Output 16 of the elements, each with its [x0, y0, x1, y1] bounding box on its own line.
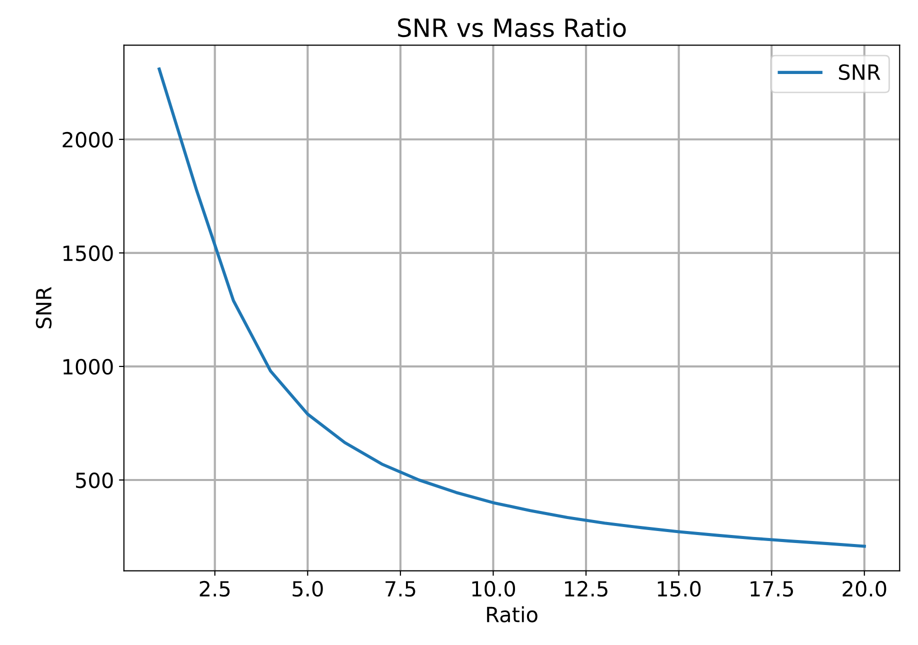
x-tick-label: 12.5 [565, 580, 608, 597]
y-tick-label: 500 [76, 472, 113, 488]
x-axis-title: Ratio [487, 606, 538, 622]
y-axis-title: SNR [36, 286, 52, 328]
y-tick-label: 1000 [63, 358, 113, 375]
y-tick-label: 1500 [63, 245, 113, 262]
chart-title: SNR vs Mass Ratio [398, 18, 626, 38]
x-tick-label: 5.0 [292, 580, 323, 597]
y-tick-label: 2000 [62, 132, 113, 148]
x-tick-label: 20.0 [842, 580, 886, 597]
x-tick-label: 15.0 [658, 580, 701, 597]
x-tick-label: 2.5 [200, 580, 230, 597]
x-tick-label: 17.5 [750, 581, 793, 597]
x-tick-label: 7.5 [386, 581, 416, 597]
legend-label: SNR [838, 64, 880, 80]
x-tick-label: 10.0 [472, 580, 516, 597]
